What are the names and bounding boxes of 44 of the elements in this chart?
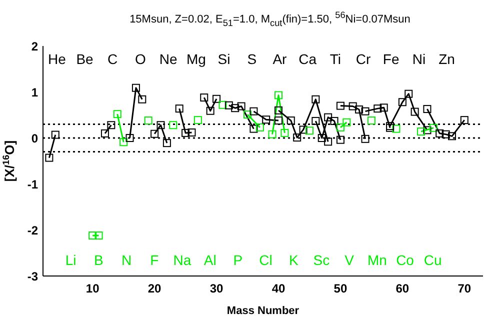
- annotation: Ti: [330, 51, 341, 67]
- annotation: He: [48, 51, 66, 67]
- annotation: N: [121, 252, 132, 268]
- x-tick-label: 30: [210, 282, 224, 296]
- annotation: Ne: [159, 51, 178, 67]
- y-tick-label: -2: [27, 223, 38, 238]
- x-tick-label: 10: [86, 282, 100, 296]
- x-tick-label: 70: [458, 282, 472, 296]
- chart-title: 15Msun, Z=0.02, E$_{51}$=1.0, M$_{cut}$(fin)=1.50, $^{56}$Ni=0.07Msun: [128, 9, 412, 28]
- y-tick-label: -3: [27, 269, 38, 284]
- annotation: O: [135, 51, 146, 67]
- annotation: C: [108, 51, 118, 67]
- annotation: Co: [396, 252, 414, 268]
- x-axis-title: Mass Number: [226, 305, 300, 317]
- annotation: Mn: [367, 252, 387, 268]
- annotation: Si: [218, 51, 230, 67]
- annotation: B: [94, 252, 104, 268]
- annotation: Cu: [424, 252, 442, 268]
- annotation: Sc: [313, 252, 330, 268]
- annotation: Cr: [356, 51, 371, 67]
- annotation: Ni: [412, 51, 426, 67]
- x-tick-label: 40: [272, 282, 286, 296]
- annotation: Cl: [259, 252, 272, 268]
- y-tick-label: 1: [31, 85, 38, 100]
- annotation: Be: [76, 51, 94, 67]
- annotation: S: [247, 51, 257, 67]
- annotation: K: [288, 252, 299, 268]
- annotation: F: [150, 252, 159, 268]
- annotation: Al: [204, 252, 216, 268]
- y-tick-label: 0: [31, 131, 38, 146]
- annotation: Na: [173, 252, 192, 268]
- y-tick-label: -1: [27, 177, 38, 192]
- annotation: Zn: [438, 51, 455, 67]
- x-tick-label: 50: [334, 282, 348, 296]
- annotation: Ca: [298, 51, 317, 67]
- annotation: Fe: [382, 51, 400, 67]
- annotation: V: [344, 252, 355, 268]
- y-tick-label: 2: [31, 39, 38, 54]
- annotation: Li: [65, 252, 76, 268]
- x-tick-label: 20: [148, 282, 162, 296]
- x-tick-label: 60: [396, 282, 410, 296]
- annotation: Ar: [272, 51, 288, 67]
- annotation: P: [233, 252, 243, 268]
- annotation: Mg: [186, 51, 206, 67]
